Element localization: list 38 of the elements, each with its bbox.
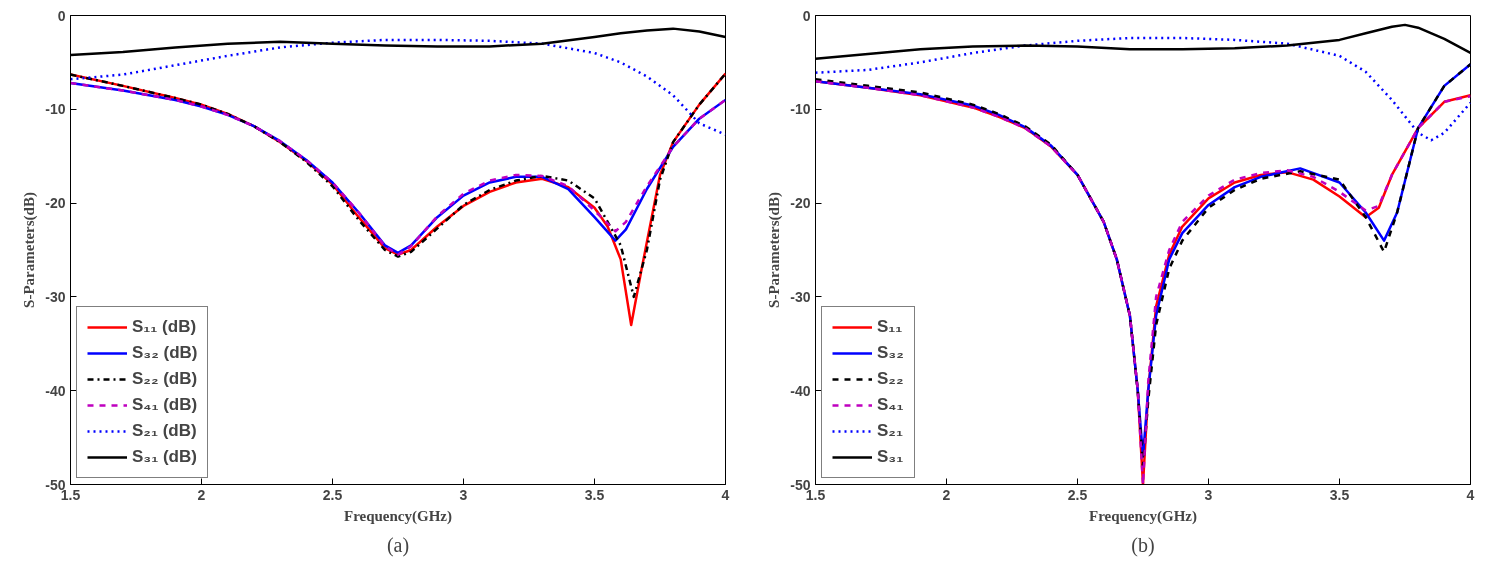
text: (b): [1131, 533, 1155, 557]
y-axis-title: S-Parameters(dB): [766, 192, 784, 308]
y-axis-title: S-Parameters(dB): [21, 192, 39, 308]
y-tick-label: -10: [790, 101, 811, 118]
y-tick-label: 0: [57, 7, 66, 24]
x-tick-label: 3.5: [1329, 486, 1350, 503]
legend-label: S₃₂: [877, 343, 904, 363]
y-tick-label: -30: [45, 288, 66, 305]
y-tick-label: -30: [790, 288, 811, 305]
x-tick-label: 2.5: [1067, 486, 1088, 503]
x-tick-label: 4: [721, 486, 730, 503]
legend-label: S₃₁: [877, 447, 904, 467]
x-tick-label: 4: [1466, 486, 1475, 503]
legend-label: S₃₂ (dB): [132, 343, 198, 363]
y-tick-label: -40: [45, 382, 66, 399]
legend-label: S₂₂ (dB): [132, 369, 198, 389]
y-tick-label: -10: [45, 101, 66, 118]
x-tick-label: 2: [197, 486, 206, 503]
x-tick-label: 3.5: [584, 486, 605, 503]
y-tick-label: -40: [790, 382, 811, 399]
x-tick-label: 2.5: [322, 486, 343, 503]
x-axis-title: Frequency(GHz): [343, 507, 453, 525]
x-tick-label: 3: [1204, 486, 1213, 503]
x-tick-label: 3: [459, 486, 468, 503]
y-tick-label: 0: [802, 7, 811, 24]
x-tick-label: 2: [942, 486, 951, 503]
legend-label: S₄₁ (dB): [132, 395, 198, 415]
legend-label: S₁₁ (dB): [132, 317, 197, 337]
y-tick-label: -20: [45, 195, 66, 212]
legend-label: S₁₁: [877, 317, 903, 337]
legend-label: S₂₁ (dB): [132, 421, 197, 441]
legend-label: S₄₁: [877, 395, 904, 415]
legend-label: S₃₁ (dB): [132, 447, 197, 467]
text: (a): [386, 533, 410, 557]
y-tick-label: -20: [790, 195, 811, 212]
x-axis-title: Frequency(GHz): [1088, 507, 1198, 525]
legend-label: S₂₂: [877, 369, 904, 389]
legend-label: S₂₁: [877, 421, 903, 441]
